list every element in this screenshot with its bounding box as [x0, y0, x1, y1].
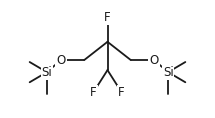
Text: O: O [56, 53, 66, 67]
Text: Si: Si [163, 66, 174, 79]
Text: F: F [104, 11, 111, 24]
Text: Si: Si [41, 66, 52, 79]
Text: O: O [149, 53, 159, 67]
Text: F: F [90, 86, 97, 99]
Text: F: F [118, 86, 125, 99]
